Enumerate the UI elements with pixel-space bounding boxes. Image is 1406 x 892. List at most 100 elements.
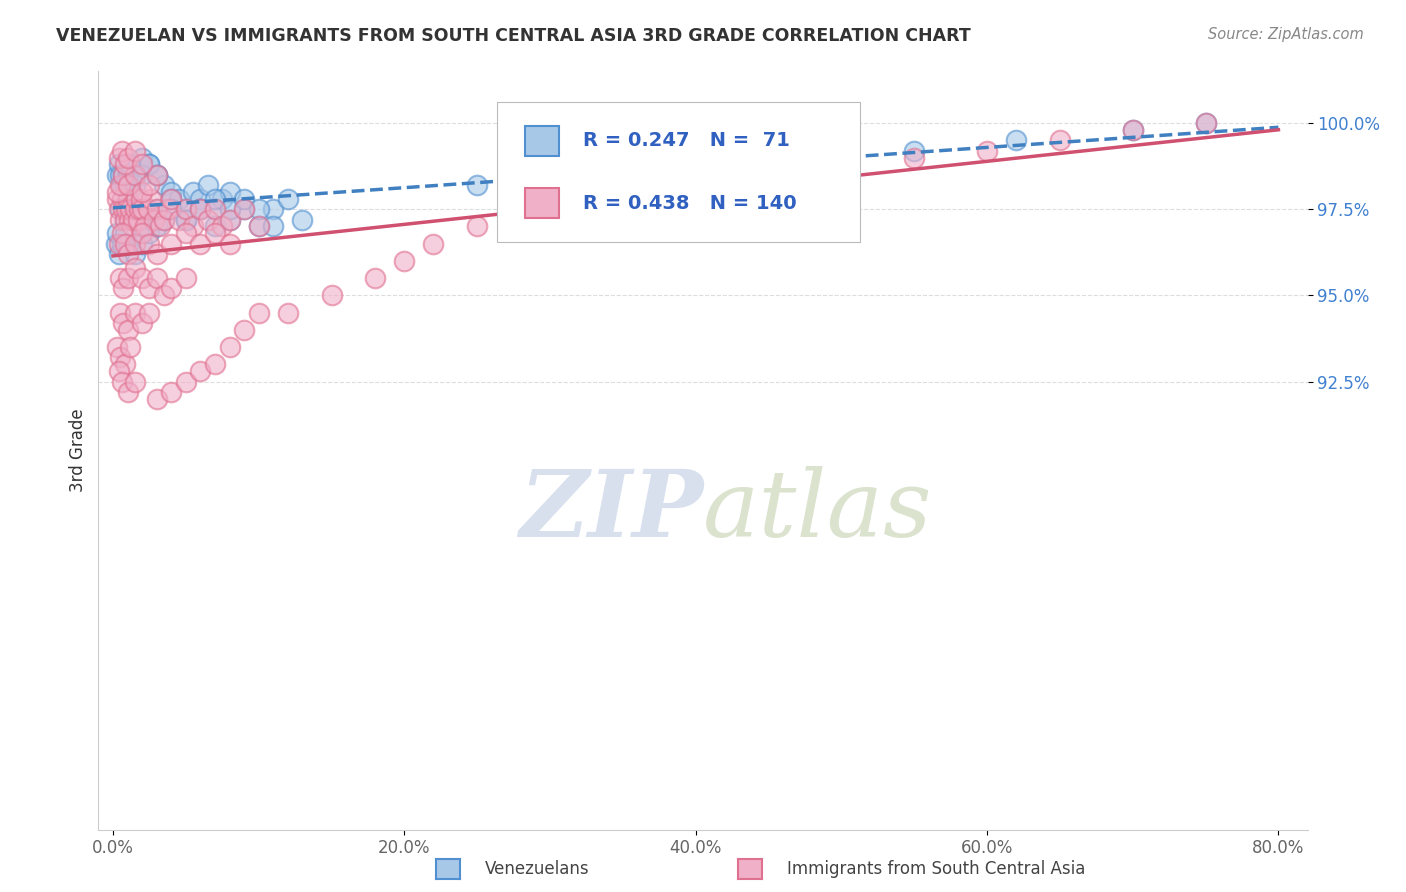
Point (218, 212, 240, 227)
Point (204, 202, 226, 217)
Point (117, 384, 139, 399)
Point (233, 323, 256, 337)
Point (114, 357, 136, 371)
FancyBboxPatch shape (498, 102, 860, 242)
Point (124, 168, 146, 182)
Point (262, 202, 284, 217)
Point (174, 271, 197, 285)
Point (108, 247, 131, 261)
Point (138, 157, 160, 171)
Point (124, 202, 146, 217)
Point (112, 168, 135, 182)
Point (976, 144, 998, 158)
Point (124, 178, 146, 192)
Point (218, 212, 240, 227)
Point (138, 178, 160, 192)
Point (277, 192, 299, 206)
Point (145, 219, 167, 234)
FancyBboxPatch shape (526, 126, 560, 156)
Point (204, 357, 226, 371)
Point (1049, 133, 1071, 147)
Point (153, 178, 176, 192)
Point (108, 151, 131, 165)
Point (685, 178, 707, 192)
Point (105, 192, 128, 206)
Point (247, 202, 270, 217)
Point (114, 227, 136, 241)
Point (262, 219, 284, 234)
Point (830, 157, 852, 171)
Point (160, 384, 183, 399)
Point (138, 281, 160, 295)
Point (105, 185, 128, 199)
Text: Source: ZipAtlas.com: Source: ZipAtlas.com (1208, 27, 1364, 42)
Point (125, 192, 148, 206)
Point (153, 212, 176, 227)
Point (131, 236, 153, 251)
Point (131, 168, 153, 182)
Point (538, 192, 561, 206)
Point (110, 271, 132, 285)
Point (122, 212, 145, 227)
Point (174, 227, 197, 241)
Point (121, 219, 143, 234)
Point (160, 185, 183, 199)
Point (149, 219, 172, 234)
Point (117, 192, 139, 206)
Point (218, 202, 240, 217)
Point (134, 219, 156, 234)
Point (131, 202, 153, 217)
FancyBboxPatch shape (526, 188, 560, 219)
Point (131, 271, 153, 285)
Point (612, 185, 634, 199)
Point (117, 323, 139, 337)
Point (117, 271, 139, 285)
Point (145, 168, 167, 182)
Point (124, 260, 146, 275)
Point (114, 236, 136, 251)
Point (758, 168, 780, 182)
Point (167, 192, 190, 206)
Point (181, 185, 204, 199)
Point (110, 212, 132, 227)
Point (1005, 133, 1028, 147)
Point (139, 192, 162, 206)
Point (124, 236, 146, 251)
Point (112, 202, 135, 217)
Point (127, 212, 149, 227)
Point (111, 375, 134, 389)
Point (108, 157, 131, 171)
Text: atlas: atlas (703, 467, 932, 556)
Point (124, 375, 146, 389)
Point (218, 185, 240, 199)
Point (120, 340, 142, 354)
Point (111, 236, 134, 251)
Text: R = 0.247   N =  71: R = 0.247 N = 71 (583, 131, 790, 150)
Point (120, 178, 142, 192)
Text: VENEZUELAN VS IMMIGRANTS FROM SOUTH CENTRAL ASIA 3RD GRADE CORRELATION CHART: VENEZUELAN VS IMMIGRANTS FROM SOUTH CENT… (56, 27, 972, 45)
Point (190, 202, 212, 217)
Point (117, 192, 139, 206)
Point (112, 168, 135, 182)
Point (131, 219, 153, 234)
Point (233, 202, 256, 217)
Point (138, 227, 160, 241)
Point (204, 227, 226, 241)
Point (124, 168, 146, 182)
Point (145, 168, 167, 182)
Point (108, 364, 131, 378)
Point (117, 247, 139, 261)
Point (364, 271, 387, 285)
Point (111, 178, 134, 192)
Point (117, 178, 139, 192)
Point (509, 202, 531, 217)
Point (145, 392, 167, 406)
Y-axis label: 3rd Grade: 3rd Grade (69, 409, 87, 492)
Point (145, 247, 167, 261)
Point (120, 202, 142, 217)
Point (197, 212, 219, 227)
Point (136, 202, 159, 217)
Point (903, 151, 925, 165)
Point (211, 219, 233, 234)
Point (120, 157, 142, 171)
